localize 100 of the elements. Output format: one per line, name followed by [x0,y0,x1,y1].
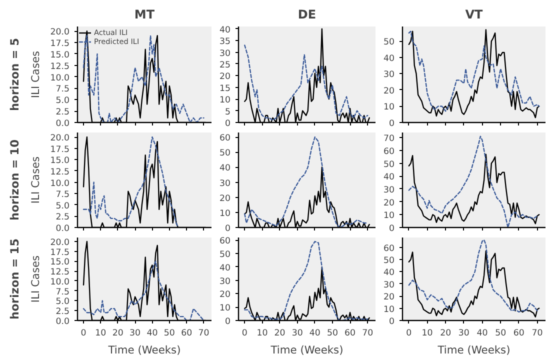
x-tick-label: 50 [495,328,506,338]
x-tick-label: 60 [513,328,524,338]
y-tick-label: 12.5 [50,167,70,178]
y-tick-label: 30 [383,185,394,196]
y-tick-label: 5 [224,107,231,118]
y-tick-label: 17.5 [50,144,70,155]
y-tick-label: 50 [219,250,230,260]
y-tick-label: 10 [383,304,394,315]
y-tick-label: 30 [219,48,230,59]
x-tick-label: 30 [130,328,141,338]
y-tick-label: 7.5 [56,190,70,200]
y-tick-label: 10.0 [50,73,70,84]
y-tick-label: 50 [383,256,394,266]
y-tick-label: 10 [219,208,230,219]
y-tick-label: 30 [383,280,394,290]
chart-title: MT [134,8,156,22]
y-tick-label: 10.0 [50,178,70,189]
x-tick-label: 20 [112,328,124,338]
y-tick-label: 30 [219,276,230,287]
y-tick-label: 17.5 [50,39,70,49]
x-tick-label: 10 [422,328,433,338]
x-tick-label: 10 [95,328,106,338]
y-tick-label: 20 [219,72,230,82]
y-tick-label: 15 [219,84,230,94]
x-tick-label: 0 [242,328,248,338]
y-tick-label: 20 [219,290,230,300]
y-tick-label: 60 [219,134,230,144]
x-tick-label: 50 [164,328,175,338]
y-tick-label: 0 [224,317,231,327]
x-tick-label: 30 [292,328,303,338]
x-tick-label: 70 [362,328,374,338]
y-axis-title: ILI Cases [29,254,42,303]
y-tick-label: 50 [383,160,394,170]
y-tick-label: 20 [383,198,394,208]
y-tick-label: 20 [219,194,230,204]
y-tick-label: 60 [383,244,394,254]
y-tick-label: 15.0 [50,258,70,268]
x-tick-label: 0 [406,328,412,338]
y-tick-label: 2.5 [56,108,70,118]
y-tick-label: 15.0 [50,156,70,166]
y-tick-label: 60 [219,236,230,247]
y-tick-label: 20.0 [50,134,70,144]
y-tick-label: 12.5 [50,62,70,72]
y-tick-label: 0.0 [56,317,70,327]
y-tick-label: 15.0 [50,50,70,60]
y-tick-label: 5.0 [56,297,70,308]
y-tick-label: 2.5 [56,307,70,318]
y-tick-label: 12.5 [50,268,70,278]
y-tick-label: 50 [219,148,230,159]
y-axis-title: ILI Cases [29,156,42,204]
y-tick-label: 0 [388,317,395,327]
y-tick-label: 30 [383,70,394,80]
y-tick-label: 35 [219,37,230,48]
y-tick-label: 10 [219,304,230,314]
x-tick-label: 40 [309,328,320,338]
x-tick-label: 70 [532,328,543,338]
y-tick-label: 60 [383,146,394,157]
y-tick-label: 7.5 [56,287,70,298]
x-tick-label: 40 [146,328,158,338]
y-tick-label: 40 [383,54,394,64]
x-tick-label: 50 [326,328,338,338]
y-tick-label: 10 [219,96,230,106]
y-tick-label: 40 [383,172,394,183]
text: horizon = 15 [8,238,22,320]
y-tick-label: 0.0 [56,119,70,129]
x-tick-label: 20 [440,328,452,338]
x-tick-label: 60 [181,328,192,338]
y-tick-label: 5.0 [56,96,70,106]
y-tick-label: 20.0 [50,28,70,38]
x-axis-title: Time (Weeks) [436,344,510,356]
x-tick-label: 10 [256,328,268,338]
y-tick-label: 7.5 [56,84,70,95]
y-tick-label: 10.0 [50,277,70,288]
x-tick-label: 20 [274,328,286,338]
y-tick-label: 10 [383,211,394,222]
x-axis-title: Time (Weeks) [107,344,181,356]
x-tick-label: 30 [458,328,470,338]
y-tick-label: 10 [383,102,394,113]
x-tick-label: 60 [344,328,356,338]
y-tick-label: 70 [383,134,394,144]
text: horizon = 5 [8,38,22,112]
y-tick-label: 0 [388,224,395,234]
y-tick-label: 40 [383,268,394,278]
y-tick-label: 0 [224,224,231,234]
x-tick-label: 40 [476,328,488,338]
y-tick-label: 0.0 [56,224,70,234]
y-tick-label: 0 [224,119,231,129]
chart-title: DE [298,8,316,22]
y-axis-title: ILI Cases [29,50,42,98]
x-tick-label: 0 [80,328,86,338]
x-tick-label: 70 [198,328,210,338]
y-tick-label: 20 [383,86,394,96]
y-tick-label: 20.0 [50,238,70,248]
x-axis-title: Time (Weeks) [270,344,344,356]
y-tick-label: 50 [383,38,394,48]
y-tick-label: 40 [219,25,230,36]
y-tick-label: 0 [388,119,395,129]
y-tick-label: 17.5 [50,248,70,258]
chart-title: VT [465,8,484,22]
y-tick-label: 40 [219,263,230,274]
